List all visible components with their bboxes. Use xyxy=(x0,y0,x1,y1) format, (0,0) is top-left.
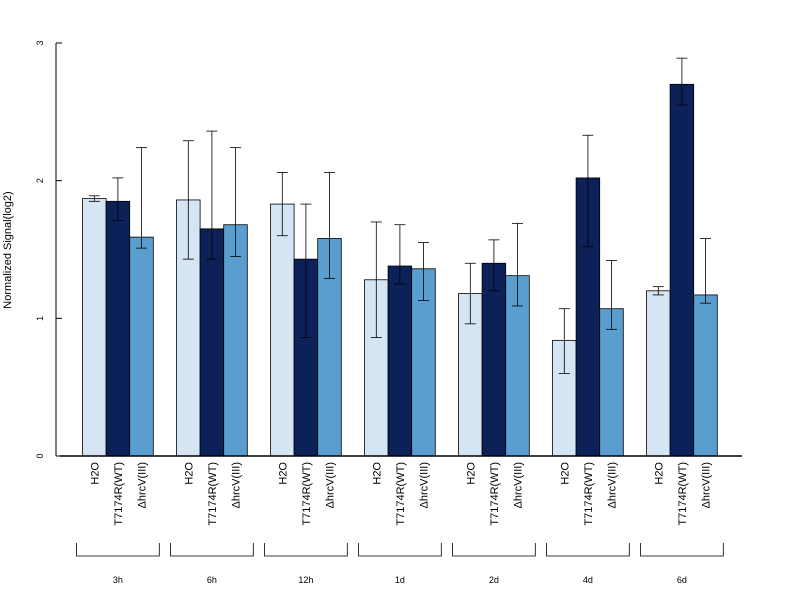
category-label: H2O xyxy=(183,462,195,485)
group-label: 4d xyxy=(583,575,593,585)
bar xyxy=(105,200,131,457)
bar xyxy=(646,290,671,457)
group-label: 2d xyxy=(489,575,499,585)
category-label: ΔhrcV(III) xyxy=(701,462,713,508)
category-label: T7174R(WT) xyxy=(395,462,407,526)
group-brackets: 3h 6h 12h 1d 2d 4d 6d xyxy=(76,543,724,585)
group-label: 6h xyxy=(207,575,217,585)
group-bracket xyxy=(264,543,348,557)
group-label: 12h xyxy=(298,575,313,585)
group-bracket xyxy=(76,543,160,557)
category-label: T7174R(WT) xyxy=(301,462,313,526)
group-label: 3h xyxy=(113,575,123,585)
group-bracket xyxy=(358,543,442,557)
category-label: ΔhrcV(III) xyxy=(419,462,431,508)
bar xyxy=(481,262,507,457)
error-bars xyxy=(88,57,711,374)
category-label: H2O xyxy=(465,462,477,485)
group-label: 1d xyxy=(395,575,405,585)
group-bracket xyxy=(170,543,254,557)
category-label: T7174R(WT) xyxy=(583,462,595,526)
bar xyxy=(199,228,225,457)
category-label: ΔhrcV(III) xyxy=(231,462,243,508)
group-bracket xyxy=(640,543,724,557)
category-label: H2O xyxy=(559,462,571,485)
bar xyxy=(693,294,718,457)
category-label: T7174R(WT) xyxy=(207,462,219,526)
y-axis-label: Normalized Signal(log2) xyxy=(2,191,14,308)
category-labels: H2O T7174R(WT) ΔhrcV(III) H2O T7174R(WT) Δhrc… xyxy=(89,462,712,526)
y-tick-label: 1 xyxy=(35,316,45,321)
category-label: ΔhrcV(III) xyxy=(607,462,619,508)
category-label: T7174R(WT) xyxy=(113,462,125,526)
y-axis: 0 1 2 3 xyxy=(35,40,62,459)
group-bracket xyxy=(452,543,536,557)
category-label: ΔhrcV(III) xyxy=(137,462,149,508)
category-label: H2O xyxy=(277,462,289,485)
category-label: H2O xyxy=(89,462,101,485)
bar xyxy=(270,203,295,457)
bar xyxy=(82,198,107,457)
bar xyxy=(129,236,154,457)
y-tick-label: 3 xyxy=(35,40,45,45)
category-label: H2O xyxy=(653,462,665,485)
group-label: 6d xyxy=(677,575,687,585)
bar xyxy=(599,308,624,457)
y-tick-label: 2 xyxy=(35,178,45,183)
group-bracket xyxy=(546,543,630,557)
category-label: ΔhrcV(III) xyxy=(513,462,525,508)
bar xyxy=(669,83,695,457)
bar xyxy=(387,265,413,457)
y-tick-label: 0 xyxy=(35,453,45,458)
category-label: H2O xyxy=(371,462,383,485)
category-label: T7174R(WT) xyxy=(677,462,689,526)
bar xyxy=(223,224,248,457)
category-label: T7174R(WT) xyxy=(489,462,501,526)
category-label: ΔhrcV(III) xyxy=(325,462,337,508)
